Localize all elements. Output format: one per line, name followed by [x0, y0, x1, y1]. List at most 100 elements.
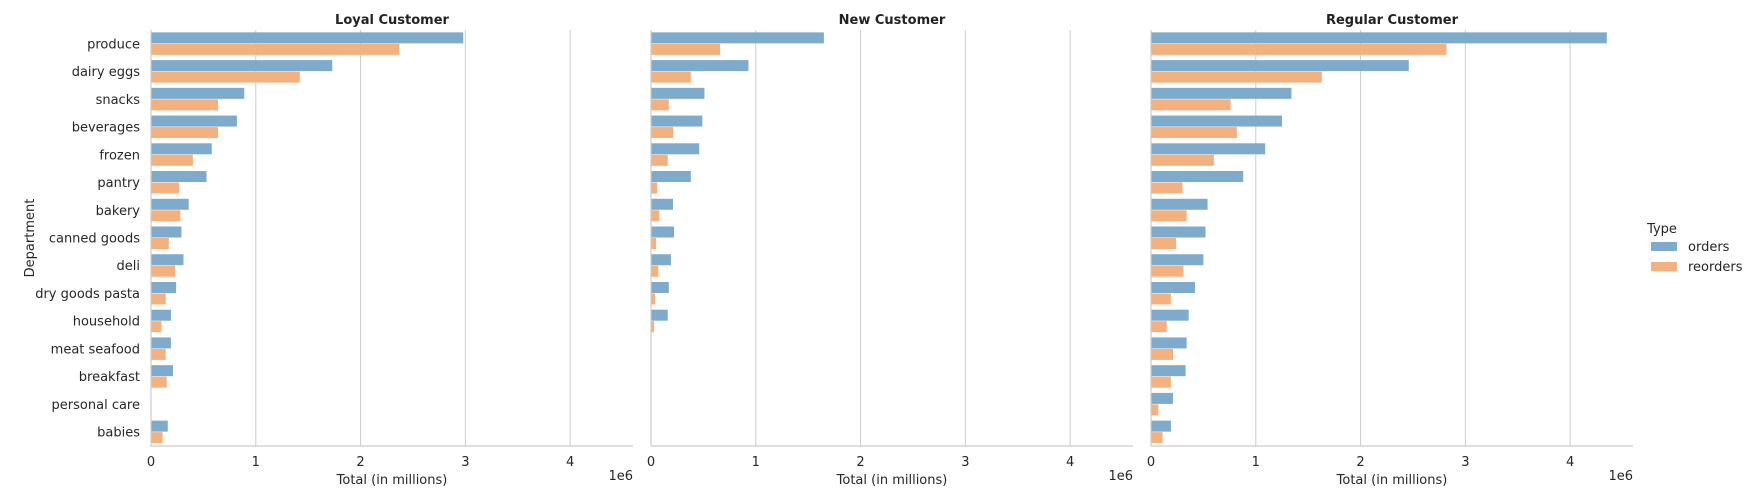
bar-loyal-customer-canned-goods-reorders	[151, 238, 169, 249]
x-tick-label: 1	[752, 455, 760, 470]
panel-title: Loyal Customer	[335, 13, 449, 28]
legend-label-orders: orders	[1688, 240, 1730, 255]
bar-new-customer-produce-reorders	[651, 43, 721, 55]
bar-regular-customer-babies-orders	[1151, 420, 1171, 432]
bar-loyal-customer-dairy-eggs-orders	[151, 60, 333, 72]
x-tick-label: 4	[1566, 455, 1574, 470]
bar-new-customer-snacks-orders	[651, 87, 705, 99]
bar-loyal-customer-household-reorders	[151, 321, 162, 333]
y-tick-label: babies	[97, 426, 140, 441]
y-tick-label: snacks	[96, 93, 141, 108]
y-tick-label: deli	[117, 259, 140, 274]
bar-loyal-customer-meat-seafood-orders	[151, 337, 171, 349]
x-tick-label: 0	[647, 455, 655, 470]
bar-regular-customer-frozen-reorders	[1151, 154, 1214, 166]
bar-regular-customer-pantry-reorders	[1151, 182, 1183, 194]
bar-regular-customer-breakfast-orders	[1151, 365, 1186, 377]
bar-regular-customer-dairy-eggs-reorders	[1151, 71, 1322, 83]
bar-loyal-customer-deli-reorders	[151, 265, 176, 277]
panel-title: Regular Customer	[1326, 13, 1459, 28]
bar-loyal-customer-household-orders	[151, 309, 171, 321]
bar-new-customer-bakery-reorders	[651, 210, 660, 222]
y-tick-label: meat seafood	[51, 342, 140, 357]
bar-regular-customer-meat-seafood-orders	[1151, 337, 1187, 349]
bar-regular-customer-personal-care-reorders	[1151, 404, 1159, 416]
x-tick-label: 2	[856, 455, 864, 470]
x-axis-label: Total (in millions)	[836, 473, 948, 488]
bar-regular-customer-produce-orders	[1151, 32, 1607, 44]
bar-new-customer-canned-goods-reorders	[651, 238, 657, 249]
bar-loyal-customer-snacks-orders	[151, 87, 245, 99]
x-axis-label: Total (in millions)	[336, 473, 448, 488]
y-tick-label: dairy eggs	[72, 65, 141, 80]
bar-loyal-customer-dry-goods-pasta-reorders	[151, 293, 166, 305]
legend-title: Type	[1646, 222, 1677, 237]
bar-loyal-customer-breakfast-reorders	[151, 376, 167, 388]
x-offset-label: 1e6	[1108, 469, 1133, 484]
y-tick-label: beverages	[72, 121, 141, 136]
bar-regular-customer-bakery-orders	[1151, 198, 1208, 210]
x-tick-label: 1	[252, 455, 260, 470]
y-tick-label: canned goods	[49, 232, 140, 247]
x-tick-label: 3	[961, 455, 969, 470]
bar-loyal-customer-snacks-reorders	[151, 99, 219, 111]
bar-regular-customer-frozen-orders	[1151, 143, 1266, 155]
x-offset-label: 1e6	[608, 469, 633, 484]
y-tick-label: pantry	[97, 176, 140, 191]
bar-new-customer-frozen-reorders	[651, 154, 668, 166]
bar-new-customer-pantry-orders	[651, 171, 691, 183]
x-tick-label: 0	[147, 455, 155, 470]
bar-new-customer-dairy-eggs-orders	[651, 60, 749, 72]
bar-loyal-customer-dry-goods-pasta-orders	[151, 281, 177, 293]
bar-new-customer-dairy-eggs-reorders	[651, 71, 691, 83]
legend-swatch-orders	[1651, 242, 1677, 251]
x-tick-label: 1	[1252, 455, 1260, 470]
bar-loyal-customer-deli-orders	[151, 254, 184, 266]
x-tick-label: 3	[461, 455, 469, 470]
x-tick-label: 3	[1461, 455, 1469, 470]
bar-regular-customer-canned-goods-reorders	[1151, 238, 1177, 249]
bar-loyal-customer-frozen-orders	[151, 143, 212, 155]
x-tick-label: 4	[1066, 455, 1074, 470]
bar-loyal-customer-pantry-orders	[151, 171, 207, 183]
y-tick-label: personal care	[52, 398, 140, 413]
bar-loyal-customer-beverages-orders	[151, 115, 237, 127]
bar-regular-customer-pantry-orders	[1151, 171, 1244, 183]
y-axis-label: Department	[23, 199, 38, 278]
legend-label-reorders: reorders	[1688, 260, 1743, 275]
y-tick-label: breakfast	[79, 370, 140, 385]
bar-regular-customer-personal-care-orders	[1151, 392, 1174, 404]
bar-loyal-customer-babies-orders	[151, 420, 168, 432]
y-tick-label: bakery	[96, 204, 141, 219]
bar-new-customer-deli-reorders	[651, 265, 659, 277]
bar-new-customer-dry-goods-pasta-orders	[651, 281, 669, 293]
bar-regular-customer-meat-seafood-reorders	[1151, 348, 1174, 360]
bar-regular-customer-dry-goods-pasta-reorders	[1151, 293, 1171, 305]
bar-regular-customer-beverages-reorders	[1151, 127, 1237, 139]
bar-loyal-customer-produce-reorders	[151, 43, 400, 55]
bar-regular-customer-dry-goods-pasta-orders	[1151, 281, 1196, 293]
bar-new-customer-frozen-orders	[651, 143, 700, 155]
y-tick-label: household	[73, 315, 140, 330]
bar-new-customer-beverages-reorders	[651, 127, 674, 139]
bar-regular-customer-produce-reorders	[1151, 43, 1447, 55]
bar-loyal-customer-breakfast-orders	[151, 365, 174, 377]
bar-loyal-customer-meat-seafood-reorders	[151, 348, 166, 360]
legend-swatch-reorders	[1651, 262, 1677, 271]
x-offset-label: 1e6	[1608, 469, 1633, 484]
bar-regular-customer-deli-reorders	[1151, 265, 1184, 277]
x-tick-label: 2	[356, 455, 364, 470]
bar-loyal-customer-frozen-reorders	[151, 154, 193, 166]
bar-regular-customer-snacks-reorders	[1151, 99, 1231, 111]
y-tick-label: frozen	[99, 148, 140, 163]
bar-loyal-customer-babies-reorders	[151, 432, 163, 444]
bar-loyal-customer-pantry-reorders	[151, 182, 180, 194]
bar-loyal-customer-bakery-reorders	[151, 210, 181, 222]
bar-regular-customer-canned-goods-orders	[1151, 226, 1206, 238]
bar-new-customer-produce-orders	[651, 32, 824, 44]
bar-regular-customer-deli-orders	[1151, 254, 1204, 266]
bar-new-customer-bakery-orders	[651, 198, 674, 210]
bar-loyal-customer-canned-goods-orders	[151, 226, 182, 238]
y-tick-label: produce	[87, 37, 140, 52]
